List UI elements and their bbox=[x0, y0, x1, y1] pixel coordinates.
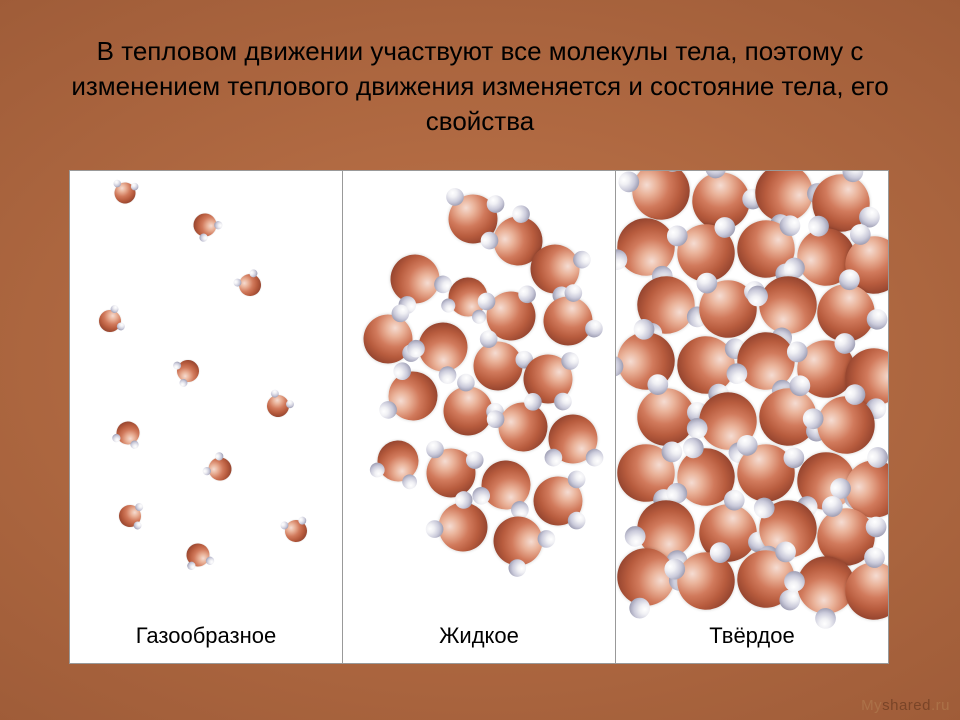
oxygen-atom bbox=[96, 307, 124, 335]
water-molecule bbox=[263, 391, 294, 422]
water-molecule bbox=[475, 454, 538, 517]
label-liquid: Жидкое bbox=[343, 623, 615, 649]
panel-solid: Твёрдое bbox=[616, 171, 888, 663]
water-molecule bbox=[372, 435, 425, 488]
water-molecule bbox=[535, 288, 602, 355]
hydrogen-atom bbox=[205, 556, 215, 566]
hydrogen-atom bbox=[130, 182, 139, 191]
stage-gas bbox=[70, 171, 342, 603]
hydrogen-atom bbox=[129, 439, 140, 450]
water-molecule bbox=[184, 541, 212, 569]
water-molecule bbox=[235, 270, 265, 300]
stage-liquid bbox=[343, 171, 615, 603]
slide-title: В тепловом движении участвуют все молеку… bbox=[0, 34, 960, 139]
water-molecule bbox=[189, 209, 221, 241]
panel-gas: Газообразное bbox=[70, 171, 343, 663]
water-molecule bbox=[382, 365, 445, 428]
watermark: Myshared.ru bbox=[861, 697, 950, 714]
panel-liquid: Жидкое bbox=[343, 171, 616, 663]
watermark-part2: shared bbox=[882, 697, 931, 714]
hydrogen-atom bbox=[133, 521, 142, 530]
water-molecule bbox=[549, 415, 598, 464]
hydrogen-atom bbox=[553, 391, 573, 411]
stage-solid bbox=[616, 171, 888, 603]
states-diagram: Газообразное Жидкое Твёрдое bbox=[69, 170, 889, 664]
water-molecule bbox=[534, 477, 583, 526]
water-molecule bbox=[283, 518, 310, 545]
water-molecule bbox=[118, 504, 142, 528]
water-molecule bbox=[174, 357, 202, 385]
watermark-part1: My bbox=[861, 697, 882, 714]
water-molecule bbox=[204, 453, 236, 485]
label-gas: Газообразное bbox=[70, 623, 342, 649]
hydrogen-atom bbox=[116, 321, 126, 331]
watermark-suffix: .ru bbox=[931, 697, 950, 714]
hydrogen-atom bbox=[586, 449, 604, 467]
water-molecule bbox=[96, 307, 124, 335]
hydrogen-atom bbox=[568, 512, 586, 530]
water-molecule bbox=[113, 418, 142, 447]
label-solid: Твёрдое bbox=[616, 623, 888, 649]
water-molecule bbox=[382, 246, 449, 313]
hydrogen-atom bbox=[545, 449, 563, 467]
hydrogen-atom bbox=[135, 503, 144, 512]
water-molecule bbox=[358, 309, 418, 369]
hydrogen-atom bbox=[568, 471, 586, 489]
water-molecule bbox=[113, 181, 137, 205]
